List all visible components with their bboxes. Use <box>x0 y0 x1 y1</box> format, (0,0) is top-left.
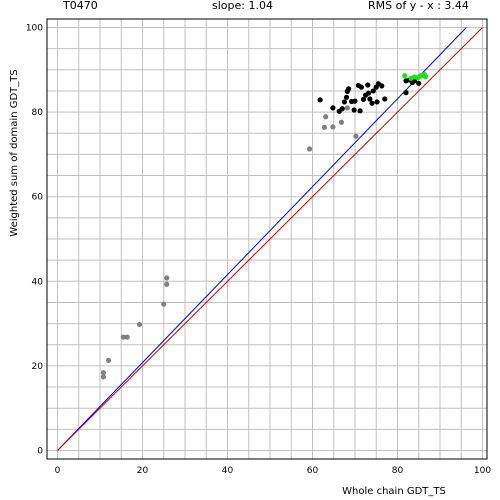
y-tick-label: 80 <box>32 108 44 118</box>
data-point-black <box>369 100 375 106</box>
data-point-black <box>403 90 409 96</box>
slope-label: slope: 1.04 <box>212 0 273 12</box>
data-point-gray <box>120 334 126 340</box>
data-point-gray <box>161 301 167 307</box>
data-point-black <box>357 108 363 114</box>
rms-label: RMS of y - x : 3.44 <box>368 0 469 12</box>
data-point-green <box>402 73 408 79</box>
data-point-gray <box>338 119 344 125</box>
x-tick-label: 80 <box>392 466 404 476</box>
data-point-black <box>346 86 352 92</box>
data-point-black <box>343 94 350 100</box>
data-point-black <box>330 105 336 111</box>
data-point-black <box>367 96 373 102</box>
y-tick-labels: 0 20 40 60 80 100 <box>26 24 43 457</box>
data-point-gray <box>306 146 313 152</box>
y-tick-label: 60 <box>32 193 44 203</box>
data-point-gray <box>330 124 336 130</box>
data-point-black <box>366 90 372 96</box>
target-title: T0470 <box>62 0 98 12</box>
x-axis-label: Whole chain GDT_TS <box>342 486 446 497</box>
data-points <box>100 71 429 380</box>
data-point-black <box>382 96 388 102</box>
data-point-gray <box>164 281 170 287</box>
y-tick-label: 20 <box>32 362 44 372</box>
data-point-gray <box>136 321 143 328</box>
reference-lines <box>57 27 483 451</box>
data-point-gray <box>344 105 350 111</box>
x-tick-label: 60 <box>307 466 319 476</box>
data-point-black <box>317 97 323 103</box>
y-tick-label: 40 <box>32 277 44 287</box>
data-point-gray <box>164 275 170 281</box>
data-point-black <box>358 84 364 90</box>
y-axis-label: Weighted sum of domain GDT_TS <box>9 69 20 236</box>
data-point-black <box>416 80 422 86</box>
diagonal-line <box>57 27 483 451</box>
x-tick-label: 100 <box>474 466 491 476</box>
data-point-black <box>379 83 385 89</box>
data-point-gray <box>105 357 112 364</box>
plot-frame <box>46 18 488 460</box>
data-point-gray <box>321 124 327 130</box>
y-tick-label: 0 <box>37 447 43 457</box>
data-point-black <box>351 107 357 113</box>
data-point-black <box>370 88 376 94</box>
data-point-black <box>352 98 358 104</box>
data-point-gray <box>323 114 329 120</box>
fit-line <box>57 27 467 451</box>
data-point-black <box>341 99 347 105</box>
y-tick-label: 100 <box>26 24 43 34</box>
x-tick-label: 0 <box>55 466 61 476</box>
x-tick-label: 40 <box>222 466 234 476</box>
data-point-green <box>422 73 429 80</box>
x-tick-label: 20 <box>137 466 149 476</box>
x-tick-labels: 0 20 40 60 80 100 <box>55 466 492 476</box>
data-point-gray <box>100 374 106 380</box>
data-point-black <box>360 96 367 103</box>
grid-lines <box>47 19 487 459</box>
data-point-gray <box>353 133 359 139</box>
data-point-gray <box>100 370 106 376</box>
data-point-black <box>374 99 380 105</box>
data-point-black <box>339 106 345 112</box>
data-point-black <box>365 82 371 88</box>
data-point-gray <box>124 334 130 340</box>
